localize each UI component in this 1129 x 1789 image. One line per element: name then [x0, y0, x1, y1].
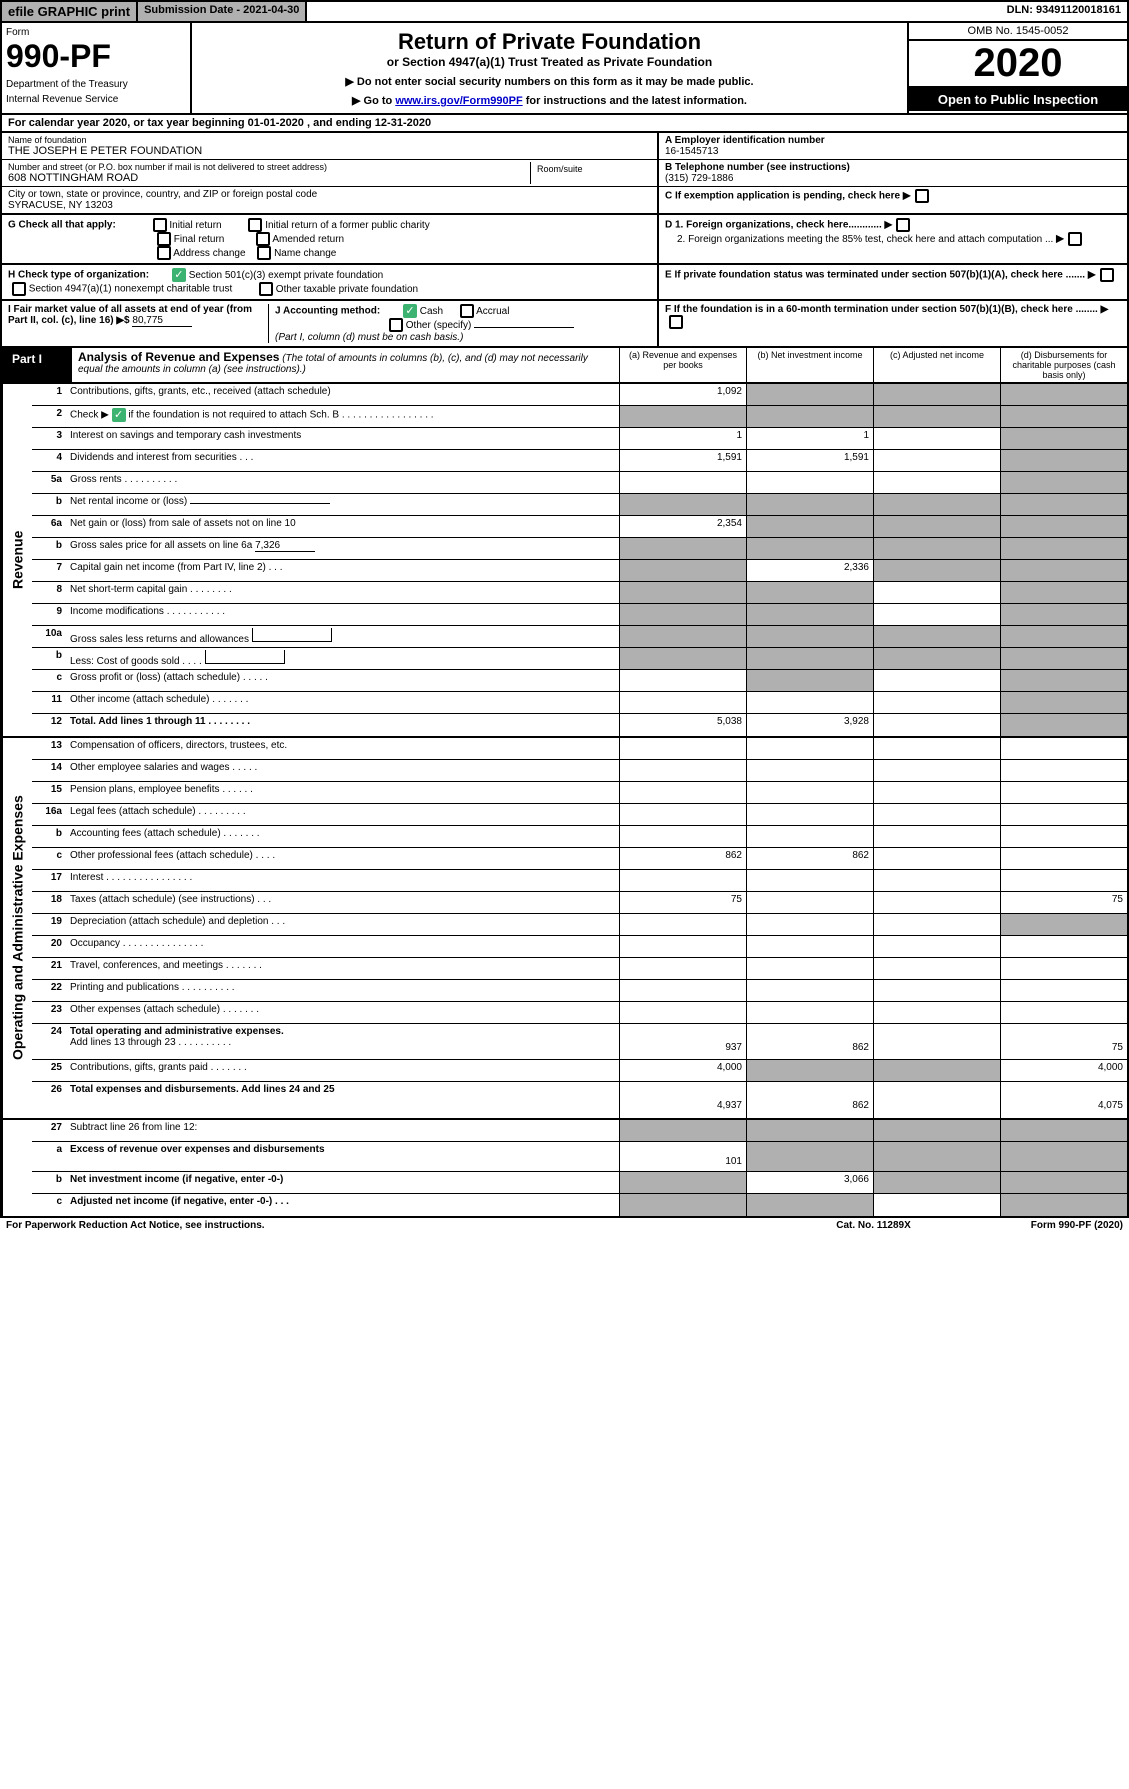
j-cash-checkbox[interactable]: ✓ — [403, 304, 417, 318]
e-checkbox[interactable] — [1100, 268, 1114, 282]
submission-date: Submission Date - 2021-04-30 — [138, 2, 307, 21]
g-final-return-checkbox[interactable] — [157, 232, 171, 246]
page-footer: For Paperwork Reduction Act Notice, see … — [0, 1218, 1129, 1233]
h-section: H Check type of organization: ✓ Section … — [2, 265, 657, 299]
g-name-change-checkbox[interactable] — [257, 246, 271, 260]
f-checkbox[interactable] — [669, 315, 683, 329]
f-section: F If the foundation is in a 60-month ter… — [657, 301, 1127, 346]
i-section: I Fair market value of all assets at end… — [8, 304, 268, 343]
g-initial-return-checkbox[interactable] — [153, 218, 167, 232]
open-to-public: Open to Public Inspection — [909, 88, 1127, 111]
part1-label: Part I — [2, 348, 72, 382]
instructions-link[interactable]: www.irs.gov/Form990PF — [395, 95, 522, 107]
efile-print-button[interactable]: efile GRAPHIC print — [2, 2, 138, 21]
address-label: Number and street (or P.O. box number if… — [8, 162, 530, 172]
g-address-change-checkbox[interactable] — [157, 246, 171, 260]
ein-label: A Employer identification number — [665, 135, 1121, 146]
expenses-section: Operating and Administrative Expenses 13… — [0, 738, 1129, 1120]
note-goto: ▶ Go to www.irs.gov/Form990PF for instru… — [198, 94, 901, 107]
col-c-header: (c) Adjusted net income — [873, 348, 1000, 382]
e-section: E If private foundation status was termi… — [657, 265, 1127, 299]
form-title: Return of Private Foundation — [198, 29, 901, 55]
g-amended-checkbox[interactable] — [256, 232, 270, 246]
catalog-number: Cat. No. 11289X — [836, 1220, 910, 1231]
note-ssn: ▶ Do not enter social security numbers o… — [198, 75, 901, 88]
entity-info: Name of foundation THE JOSEPH E PETER FO… — [0, 133, 1129, 215]
tax-year: 2020 — [909, 41, 1127, 88]
revenue-side-label: Revenue — [2, 384, 32, 736]
d2-checkbox[interactable] — [1068, 232, 1082, 246]
phone-label: B Telephone number (see instructions) — [665, 162, 1121, 173]
d1-checkbox[interactable] — [896, 218, 910, 232]
top-bar: efile GRAPHIC print Submission Date - 20… — [0, 0, 1129, 23]
phone: (315) 729-1886 — [665, 173, 1121, 184]
col-d-header: (d) Disbursements for charitable purpose… — [1000, 348, 1127, 382]
g-section: G Check all that apply: Initial return I… — [2, 215, 657, 263]
dln: DLN: 93491120018161 — [1001, 2, 1127, 21]
h-other-checkbox[interactable] — [259, 282, 273, 296]
paperwork-notice: For Paperwork Reduction Act Notice, see … — [6, 1220, 265, 1231]
omb-number: OMB No. 1545-0052 — [909, 23, 1127, 41]
address: 608 NOTTINGHAM ROAD — [8, 172, 530, 184]
city: SYRACUSE, NY 13203 — [8, 200, 651, 211]
col-a-header: (a) Revenue and expenses per books — [619, 348, 746, 382]
form-subtitle: or Section 4947(a)(1) Trust Treated as P… — [198, 55, 901, 69]
summary-section: 27Subtract line 26 from line 12: aExcess… — [0, 1120, 1129, 1218]
form-header: Form 990-PF Department of the Treasury I… — [0, 23, 1129, 115]
c-label: C If exemption application is pending, c… — [665, 191, 900, 202]
g-initial-former-checkbox[interactable] — [248, 218, 262, 232]
expenses-side-label: Operating and Administrative Expenses — [2, 738, 32, 1118]
i-value: 80,775 — [132, 315, 192, 327]
part1-header: Part I Analysis of Revenue and Expenses … — [0, 348, 1129, 384]
room-suite-label: Room/suite — [531, 162, 651, 184]
city-label: City or town, state or province, country… — [8, 189, 651, 200]
c-checkbox[interactable] — [915, 189, 929, 203]
ein: 16-1545713 — [665, 146, 1121, 157]
revenue-section: Revenue 1Contributions, gifts, grants, e… — [0, 384, 1129, 738]
d-section: D 1. Foreign organizations, check here..… — [657, 215, 1127, 263]
form-ref: Form 990-PF (2020) — [1031, 1220, 1123, 1231]
j-accrual-checkbox[interactable] — [460, 304, 474, 318]
form-label: Form — [6, 27, 186, 38]
calendar-year: For calendar year 2020, or tax year begi… — [0, 115, 1129, 133]
h-501c3-checkbox[interactable]: ✓ — [172, 268, 186, 282]
foundation-name: THE JOSEPH E PETER FOUNDATION — [8, 145, 651, 157]
h-4947-checkbox[interactable] — [12, 282, 26, 296]
col-b-header: (b) Net investment income — [746, 348, 873, 382]
j-section: J Accounting method: ✓ Cash Accrual Othe… — [268, 304, 651, 343]
j-other-checkbox[interactable] — [389, 318, 403, 332]
schb-checkbox[interactable]: ✓ — [112, 408, 126, 422]
department-line1: Department of the Treasury — [6, 79, 186, 90]
department-line2: Internal Revenue Service — [6, 94, 186, 105]
foundation-name-label: Name of foundation — [8, 135, 651, 145]
form-number: 990-PF — [6, 38, 186, 75]
